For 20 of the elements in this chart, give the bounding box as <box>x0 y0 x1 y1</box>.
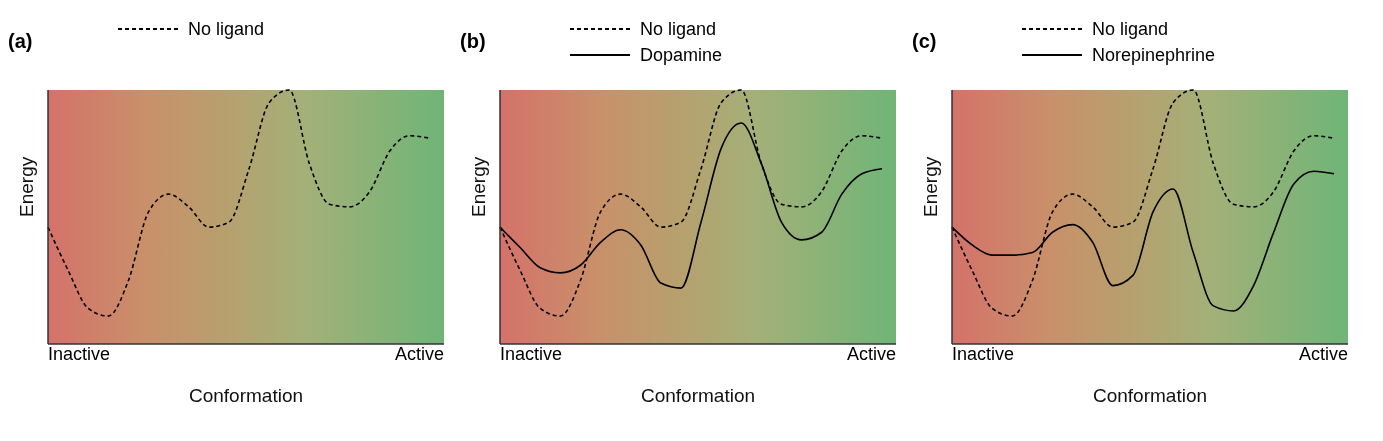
annotation: Active <box>394 344 444 365</box>
y-axis-title: Energy <box>15 156 37 217</box>
annotation: Inactive <box>48 344 111 365</box>
y-axis-title: Energy <box>919 156 941 217</box>
legend-label: No ligand <box>188 18 265 41</box>
legend-label: No ligand <box>1092 18 1169 41</box>
x-axis-title: Conformation <box>1092 385 1208 406</box>
annotation: Inactive <box>952 344 1015 365</box>
legend-label: Dopamine <box>640 44 723 67</box>
annotation: Active <box>846 344 896 365</box>
y-axis-title: Energy <box>467 156 489 217</box>
chart-title: (c) <box>912 29 938 53</box>
chart-title: (b) <box>460 29 487 53</box>
x-axis-title: Conformation <box>640 385 756 406</box>
legend-label: No ligand <box>640 18 717 41</box>
annotation: Inactive <box>500 344 563 365</box>
x-axis-title: Conformation <box>188 385 304 406</box>
chart-title: (a) <box>8 29 34 53</box>
legend-label: Norepinephrine <box>1092 44 1216 67</box>
annotation: Active <box>1298 344 1348 365</box>
